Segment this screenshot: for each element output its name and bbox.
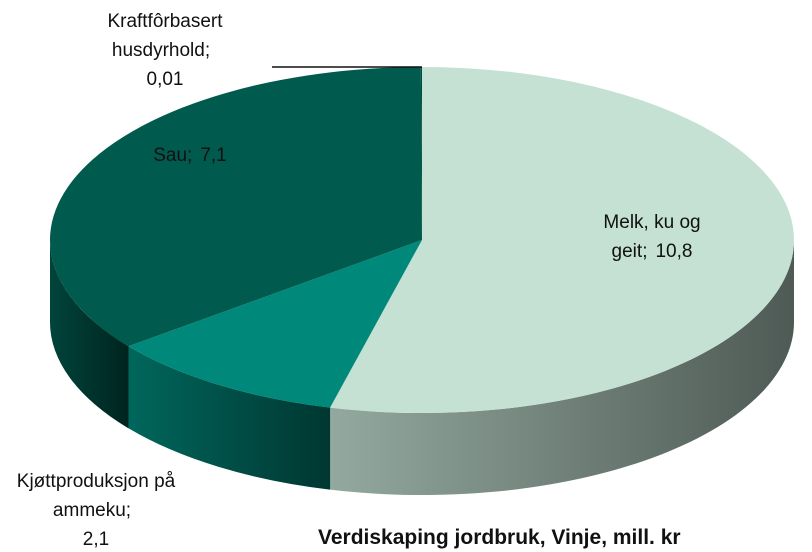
slice [420,67,422,240]
value-label: 7,1 [200,145,227,166]
slice-side-shade [330,240,795,495]
data-label: Melk, ku og geit; 10,8 [582,208,722,266]
value-label: 0,01 [146,69,184,90]
chart-title: Verdiskaping jordbruk, Vinje, mill. kr [318,526,681,549]
slice [49,67,422,347]
label-separator: ; [204,40,211,61]
value-label: 2,1 [82,529,110,550]
value-label: 10,8 [655,241,693,262]
data-label: Kraftfôrbasert husdyrhold; 0,01 [90,7,240,94]
slice-side-shade [50,240,129,429]
label-separator: ; [125,500,132,521]
slice-side-shade [128,346,331,490]
slice [128,240,422,408]
category-name: Kraftfôrbasert husdyrhold [107,11,223,61]
category-name: Sau [153,145,188,166]
data-label: Kjøttproduksjon på ammeku; 2,1 [11,467,181,552]
slice [330,67,794,414]
label-separator: ; [187,145,193,166]
category-name: Melk, ku og geit [603,212,701,262]
category-name: Kjøttproduksjon på ammeku [16,471,176,521]
data-label: Sau; 7,1 [115,141,265,170]
label-separator: ; [642,241,648,262]
